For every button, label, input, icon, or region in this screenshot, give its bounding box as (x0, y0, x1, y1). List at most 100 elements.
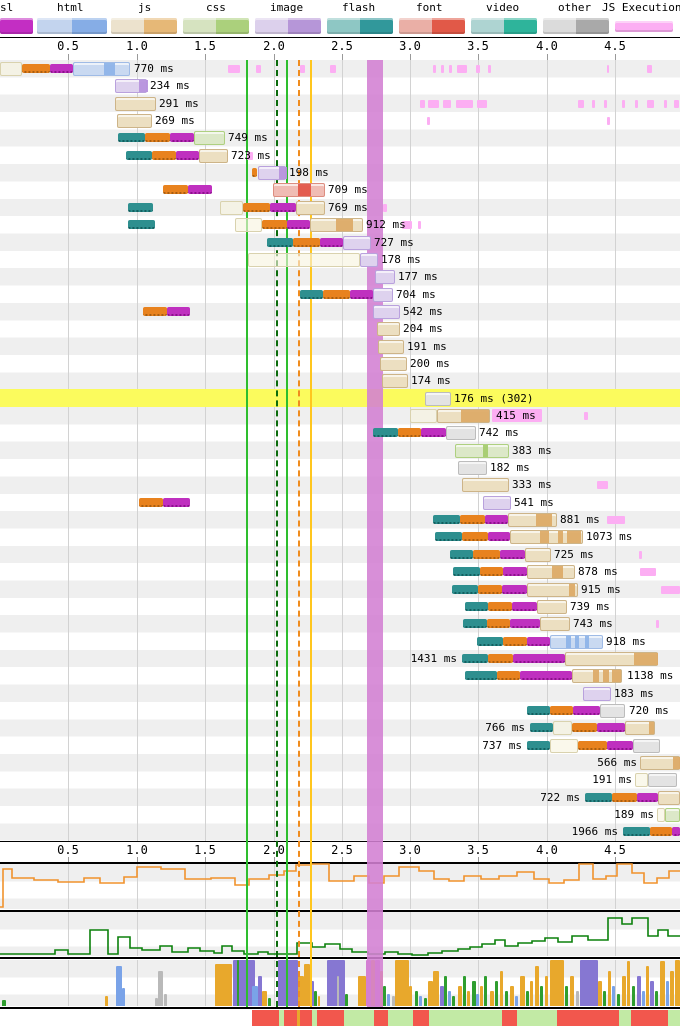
waterfall-row[interactable]: 1431 ms (0, 650, 680, 667)
js-execution-mark (443, 100, 451, 108)
activity-spike-gold (627, 961, 630, 1006)
request-time-label: 881 ms (560, 513, 600, 526)
request-segment-wait (235, 218, 262, 232)
axis-tick-mark (478, 54, 479, 60)
waterfall-row[interactable]: 178 ms (0, 251, 680, 268)
gridline (137, 864, 138, 909)
waterfall-row[interactable]: 542 ms (0, 303, 680, 320)
waterfall-row[interactable]: 176 ms (302) (0, 390, 680, 407)
waterfall-row[interactable]: 183 ms (0, 685, 680, 702)
waterfall-row[interactable]: 200 ms (0, 355, 680, 372)
request-segment-js (437, 409, 490, 423)
activity-spike-gold (598, 981, 602, 1006)
request-segment-js-chunk (634, 653, 658, 665)
waterfall-row[interactable]: 749 ms (0, 129, 680, 146)
legend-label: font (416, 1, 443, 14)
request-time-label: 191 ms (407, 340, 447, 353)
waterfall-row[interactable]: 182 ms (0, 459, 680, 476)
waterfall-row[interactable]: 722 ms (0, 789, 680, 806)
waterfall-row[interactable]: 912 ms (0, 216, 680, 233)
request-segment-wait (410, 409, 437, 423)
axis-tick-mark (410, 857, 411, 862)
request-time-label: 183 ms (614, 687, 654, 700)
waterfall-row[interactable]: 1073 ms (0, 528, 680, 545)
waterfall-row[interactable]: 770 ms (0, 60, 680, 77)
request-segment-connect (578, 741, 607, 750)
waterfall-row[interactable]: 204 ms (0, 320, 680, 337)
request-segment-js (510, 530, 583, 544)
js-execution-mark (578, 100, 584, 108)
request-time-label: 723 ms (231, 149, 271, 162)
request-segment-connect (572, 723, 597, 732)
request-segment-js-chunk (567, 531, 581, 543)
request-segment-js-chunk (461, 410, 489, 422)
waterfall-row[interactable]: 1138 ms (0, 667, 680, 684)
waterfall-row[interactable]: 291 ms (0, 95, 680, 112)
waterfall-row[interactable]: 725 ms (0, 546, 680, 563)
request-time-label: 178 ms (381, 253, 421, 266)
waterfall-row[interactable]: 881 ms (0, 511, 680, 528)
request-segment-js-chunk (552, 566, 563, 578)
waterfall-row[interactable]: 739 ms (0, 598, 680, 615)
status-segment-red (413, 1010, 429, 1026)
request-segment-js-chunk (673, 757, 680, 769)
bandwidth-chart-border-bottom (0, 957, 680, 959)
waterfall-row[interactable]: 333 ms (0, 476, 680, 493)
request-segment-dns (452, 585, 478, 594)
waterfall-row[interactable]: 177 ms (0, 268, 680, 285)
waterfall-row[interactable]: 189 ms (0, 806, 680, 823)
request-segment-image-chunk (279, 167, 287, 179)
waterfall-row[interactable]: 191 ms (0, 771, 680, 788)
request-segment-ssl (513, 654, 565, 663)
waterfall-row[interactable]: 709 ms (0, 181, 680, 198)
request-segment-js (658, 791, 680, 805)
activity-spike-purple (258, 976, 262, 1006)
activity-spike-gold (520, 976, 525, 1006)
waterfall-row[interactable]: 541 ms (0, 494, 680, 511)
waterfall-row[interactable]: 234 ms (0, 77, 680, 94)
waterfall-row[interactable]: 198 ms (0, 164, 680, 181)
waterfall-row[interactable]: 723 ms (0, 147, 680, 164)
cpu-chart-border-bottom (0, 910, 680, 912)
waterfall-row[interactable]: 415 ms (0, 407, 680, 424)
waterfall-row[interactable]: 915 ms (0, 581, 680, 598)
waterfall-row[interactable]: 743 ms (0, 615, 680, 632)
activity-spike-green (444, 976, 447, 1006)
activity-spike-purple (278, 960, 298, 1006)
waterfall-row[interactable]: 742 ms (0, 424, 680, 441)
activity-spike-green (452, 996, 455, 1006)
request-segment-ssl (167, 307, 190, 316)
activity-spike-gold (530, 981, 533, 1006)
waterfall-row[interactable]: 566 ms (0, 754, 680, 771)
activity-spike-green (415, 991, 418, 1006)
status-strip-tick (297, 1010, 300, 1026)
waterfall-row[interactable]: 737 ms (0, 737, 680, 754)
request-time-label: 176 ms (302) (454, 392, 534, 405)
js-execution-mark (635, 100, 638, 108)
waterfall-row[interactable]: 383 ms (0, 442, 680, 459)
waterfall-row[interactable]: 269 ms (0, 112, 680, 129)
waterfall-row[interactable]: 191 ms (0, 338, 680, 355)
browser-activity-chart (0, 960, 680, 1006)
activity-spike-blue (122, 988, 125, 1006)
request-segment-dns (453, 567, 480, 576)
js-execution-mark (661, 586, 680, 594)
js-execution-mark (488, 65, 491, 73)
waterfall-row[interactable]: 727 ms (0, 234, 680, 251)
legend-label: flash (342, 1, 376, 14)
activity-spike-blue (476, 994, 479, 1006)
waterfall-row[interactable]: 766 ms (0, 719, 680, 736)
axis-tick-mark (547, 54, 548, 60)
js-execution-mark (640, 568, 656, 576)
waterfall-row[interactable]: 174 ms (0, 372, 680, 389)
activity-spike-gold (458, 986, 462, 1006)
waterfall-row[interactable]: 1966 ms (0, 823, 680, 840)
waterfall-row[interactable]: 769 ms (0, 199, 680, 216)
waterfall-row[interactable]: 918 ms (0, 633, 680, 650)
waterfall-row[interactable]: 704 ms (0, 286, 680, 303)
waterfall-row[interactable]: 878 ms (0, 563, 680, 580)
request-segment-ssl (597, 723, 625, 732)
waterfall-row[interactable]: 720 ms (0, 702, 680, 719)
request-segment-image (360, 253, 378, 267)
gridline (68, 912, 69, 956)
